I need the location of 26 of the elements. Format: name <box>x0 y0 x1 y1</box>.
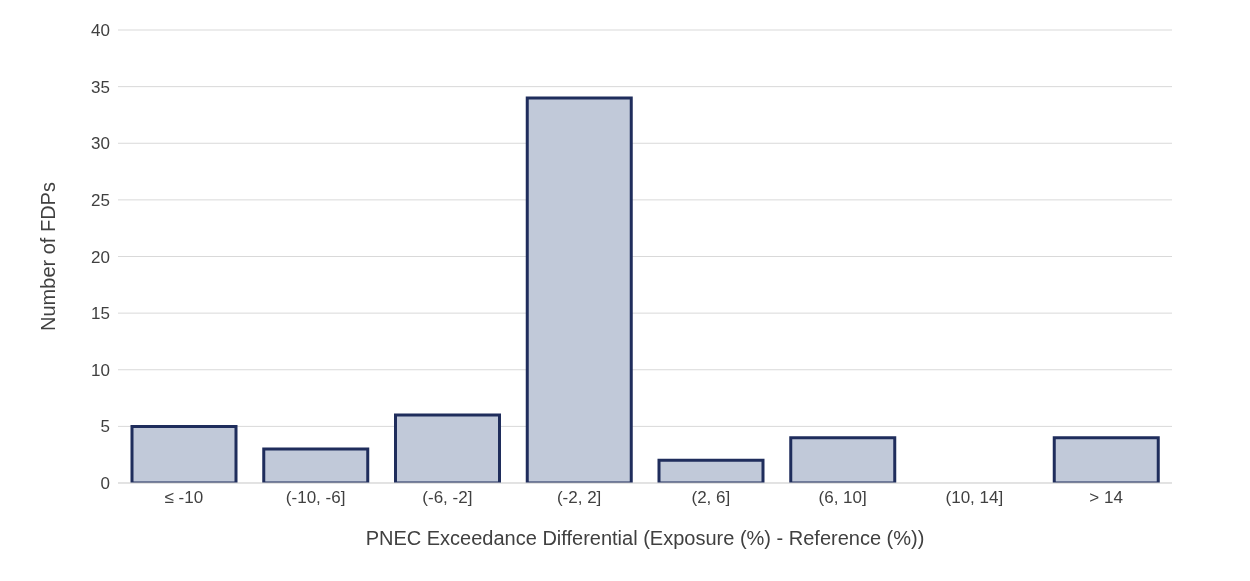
x-tick-label: ≤ -10 <box>164 488 204 508</box>
bar <box>657 458 765 483</box>
bar <box>525 96 633 483</box>
x-tick-label: (-2, 2] <box>556 488 602 508</box>
y-tick-label: 40 <box>91 21 110 41</box>
x-tick-label: > 14 <box>1089 488 1123 508</box>
y-tick-label: 15 <box>91 304 110 324</box>
bar <box>1052 436 1160 483</box>
bar <box>130 424 238 483</box>
y-tick-label: 0 <box>100 474 110 494</box>
x-tick-label: (2, 6] <box>691 488 731 508</box>
y-tick-label: 30 <box>91 134 110 154</box>
x-tick-label: (10, 14] <box>945 488 1004 508</box>
y-tick-label: 35 <box>91 77 110 97</box>
y-tick-label: 25 <box>91 190 110 210</box>
y-axis-title: Number of FDPs <box>37 182 60 331</box>
y-tick-label: 10 <box>91 360 110 380</box>
x-axis-title: PNEC Exceedance Differential (Exposure (%) - Reference (%)) <box>365 527 925 549</box>
x-tick-label: (6, 10] <box>818 488 867 508</box>
bar <box>394 413 501 483</box>
bar <box>789 436 897 483</box>
y-tick-label: 5 <box>100 417 110 437</box>
x-tick-label: (-6, -2] <box>422 488 473 508</box>
x-tick-label: (-10, -6] <box>285 488 346 508</box>
y-tick-label: 20 <box>91 247 110 267</box>
bar <box>262 447 370 483</box>
